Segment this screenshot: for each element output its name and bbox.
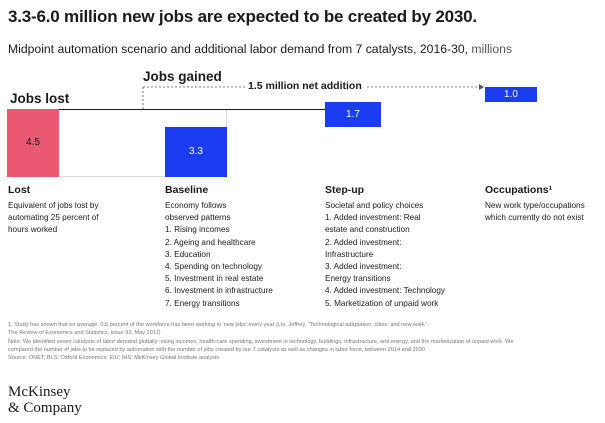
net-addition-label: 1.5 million net addition	[245, 80, 365, 92]
column-heading: Step-up	[325, 184, 365, 196]
column-line: estate and construction	[325, 225, 410, 235]
column-heading: Lost	[8, 184, 31, 196]
column-line: observed patterns	[165, 213, 231, 223]
subtitle-text: Midpoint automation scenario and additio…	[8, 42, 469, 56]
column-line: 5. Investment in real estate	[165, 274, 264, 284]
bar-value-occupations: 1.0	[504, 88, 518, 100]
footnote-line: Source: ONET; BLS; Oxford Economics; EIU…	[8, 355, 220, 361]
logo-line-2: & Company	[8, 400, 82, 416]
column-line: hours worked	[8, 225, 58, 235]
arrow-head	[479, 84, 484, 90]
column-line: 5. Marketization of unpaid work	[325, 298, 439, 308]
column-line: 2. Added investment:	[325, 237, 402, 247]
column-line: 3. Education	[165, 249, 211, 259]
chart-title: 3.3-6.0 million new jobs are expected to…	[8, 7, 477, 26]
footnote-line: Note: We identified seven catalysts of l…	[8, 339, 514, 345]
footnote-line: The Review of Economics and Statistics, …	[8, 330, 161, 336]
column-line: 6. Investment in infrastructure	[165, 286, 273, 296]
bar-occupations: 1.0	[485, 86, 537, 102]
zero-line	[7, 109, 381, 110]
bar-value-baseline: 3.3	[189, 146, 203, 158]
column-line: 1. Rising incomes	[165, 225, 230, 235]
column-heading: Baseline	[165, 184, 209, 196]
column-line: automating 25 percent of	[8, 213, 99, 223]
bar-baseline: 3.3	[165, 127, 227, 177]
bar-lost: 4.5	[7, 109, 59, 177]
column-line: 4. Added investment: Technology	[325, 286, 446, 296]
column-line: 4. Spending on technology	[165, 262, 262, 272]
column-line: 3. Added investment:	[325, 262, 402, 272]
column-1: Baseline Economy follows observed patterns…	[165, 184, 273, 310]
column-3: Occupations¹ New work type/occupations whi…	[485, 184, 585, 224]
column-line: 2. Ageing and healthcare	[165, 237, 256, 247]
mckinsey-logo: McKinsey & Company	[8, 384, 82, 416]
column-line: Societal and policy choices	[325, 201, 424, 210]
chart-subtitle: Midpoint automation scenario and additio…	[8, 42, 512, 56]
column-line: Infrastructure	[325, 249, 374, 259]
footnote-line: compared the number of jobs to be replac…	[8, 347, 425, 353]
column-2: Step-up Societal and policy choices 1. Add…	[325, 184, 445, 310]
footnote-line: 1. Study has shown that on average, 0.5 …	[8, 322, 427, 328]
jobs-lost-label: Jobs lost	[10, 91, 70, 106]
waterfall-chart: Jobs lost Jobs gained 4.5 3.3 1.7 1.0 1.5 mi…	[0, 0, 605, 180]
bar-value-stepup: 1.7	[346, 108, 360, 120]
column-heading: Occupations¹	[485, 184, 553, 196]
column-line: Economy follows	[165, 201, 227, 210]
column-line: Energy transitions	[325, 274, 391, 284]
column-line: 7. Energy transitions	[165, 298, 240, 308]
bar-stepup: 1.7	[325, 101, 381, 127]
column-0: Lost Equivalent of jobs lost by automating…	[8, 184, 99, 237]
column-line: which currently do not exist	[485, 213, 584, 223]
logo-line-1: McKinsey	[8, 384, 71, 400]
column-line: New work type/occupations	[485, 201, 585, 210]
jobs-gained-label: Jobs gained	[143, 69, 222, 84]
column-line: Equivalent of jobs lost by	[8, 201, 99, 210]
column-line: 1. Added investment: Real	[325, 213, 421, 223]
bar-value-lost: 4.5	[26, 137, 40, 149]
subtitle-unit: millions	[471, 42, 513, 56]
